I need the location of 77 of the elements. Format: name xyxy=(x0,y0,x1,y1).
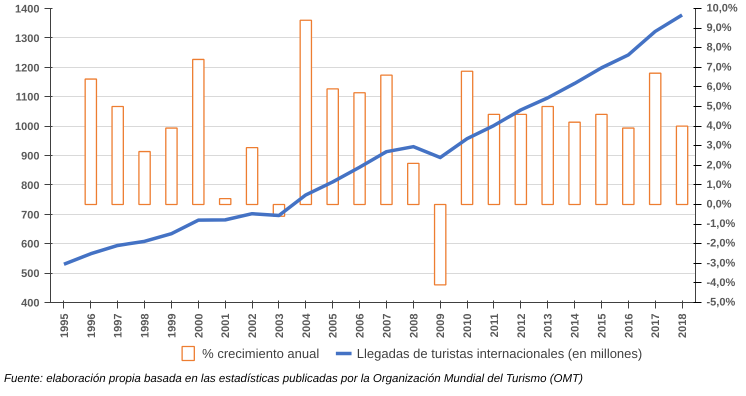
x-tick-label: 2003 xyxy=(274,313,286,338)
y-tick-label: 500 xyxy=(21,268,40,280)
bar xyxy=(138,150,151,206)
bar xyxy=(353,92,366,206)
bar xyxy=(326,88,339,206)
x-tick-label: 2016 xyxy=(623,313,636,338)
x-tick-label: 1998 xyxy=(140,313,152,338)
x-tick-label: 2004 xyxy=(300,312,313,338)
x-tick-label: 2012 xyxy=(516,313,528,338)
x-tick-label: 2005 xyxy=(328,313,340,338)
x-tick-label: 2000 xyxy=(193,313,206,338)
bar xyxy=(488,114,500,206)
y2-tick-label: 9,0% xyxy=(706,22,732,34)
y2-tick-label: 1,0% xyxy=(706,178,732,191)
bar xyxy=(300,20,312,206)
y-tick-label: 1300 xyxy=(15,32,40,45)
x-tick-label: 1995 xyxy=(58,313,71,338)
x-tick-label: 1999 xyxy=(166,313,178,338)
x-tick-label: 2015 xyxy=(596,313,608,338)
bar xyxy=(648,72,662,206)
bar xyxy=(192,58,205,206)
y-tick-label: 1100 xyxy=(16,92,40,104)
y2-tick-label: 4,0% xyxy=(706,120,732,132)
x-tick-label: 2008 xyxy=(408,313,420,338)
bar xyxy=(111,106,124,206)
bar xyxy=(407,162,420,206)
bar xyxy=(165,127,178,206)
y2-tick-label: 8,0% xyxy=(706,42,732,54)
bar xyxy=(84,78,98,206)
x-tick-label: 2001 xyxy=(220,313,232,338)
y2-tick-label: 10,0% xyxy=(706,2,738,14)
legend-label: Llegadas de turistas internacionales (en millones) xyxy=(356,346,642,361)
y2-tick-label: -4,0% xyxy=(706,276,736,289)
x-tick-label: 2018 xyxy=(677,313,690,338)
bar xyxy=(434,204,446,286)
x-tick-label: 1996 xyxy=(86,313,98,338)
y-tick-label: 1000 xyxy=(15,121,40,134)
y-tick-label: 900 xyxy=(21,150,40,162)
bar xyxy=(218,198,232,206)
bar xyxy=(541,106,554,206)
y-tick-label: 1400 xyxy=(15,4,40,16)
bar xyxy=(622,127,635,206)
x-tick-label: 2009 xyxy=(435,313,448,338)
bar xyxy=(514,114,528,206)
y2-tick-label: 2,0% xyxy=(706,159,732,172)
y-tick-label: 700 xyxy=(21,209,40,222)
x-tick-label: 2006 xyxy=(354,313,367,338)
x-tick-label: 2002 xyxy=(247,313,260,338)
source-note: Fuente: elaboración propia basada en las estadísticas publicadas por la Organización Mundial del Turismo (OMT) xyxy=(4,372,583,387)
y2-tick-label: -2,0% xyxy=(706,238,736,250)
bar xyxy=(568,122,581,206)
bar xyxy=(676,125,688,206)
y2-tick-label: 3,0% xyxy=(706,140,732,152)
x-tick-label: 2011 xyxy=(488,313,501,338)
x-tick-label: 2007 xyxy=(381,313,394,338)
y2-tick-label: 7,0% xyxy=(706,61,732,74)
y2-tick-label: -3,0% xyxy=(706,257,736,270)
y-tick-label: 800 xyxy=(21,180,40,192)
x-tick-label: 2014 xyxy=(570,312,582,338)
x-tick-label: 1997 xyxy=(112,313,125,338)
legend-label: % crecimiento anual xyxy=(202,346,320,361)
bar xyxy=(246,147,258,206)
y2-tick-label: -1,0% xyxy=(706,218,736,230)
y-tick-label: 400 xyxy=(21,298,40,310)
line-series xyxy=(62,13,684,266)
x-tick-label: 2010 xyxy=(462,313,474,338)
y2-tick-label: -5,0% xyxy=(706,296,736,308)
y2-tick-label: 6,0% xyxy=(706,80,732,93)
y-tick-label: 1200 xyxy=(15,62,40,74)
y2-tick-label: 5,0% xyxy=(706,100,732,112)
bar xyxy=(460,70,474,206)
x-tick-label: 2017 xyxy=(650,313,662,338)
bar xyxy=(595,114,608,206)
y-tick-label: 600 xyxy=(21,238,40,251)
y2-tick-label: 0,0% xyxy=(706,198,732,210)
bar xyxy=(380,74,393,206)
x-tick-label: 2013 xyxy=(542,313,555,338)
